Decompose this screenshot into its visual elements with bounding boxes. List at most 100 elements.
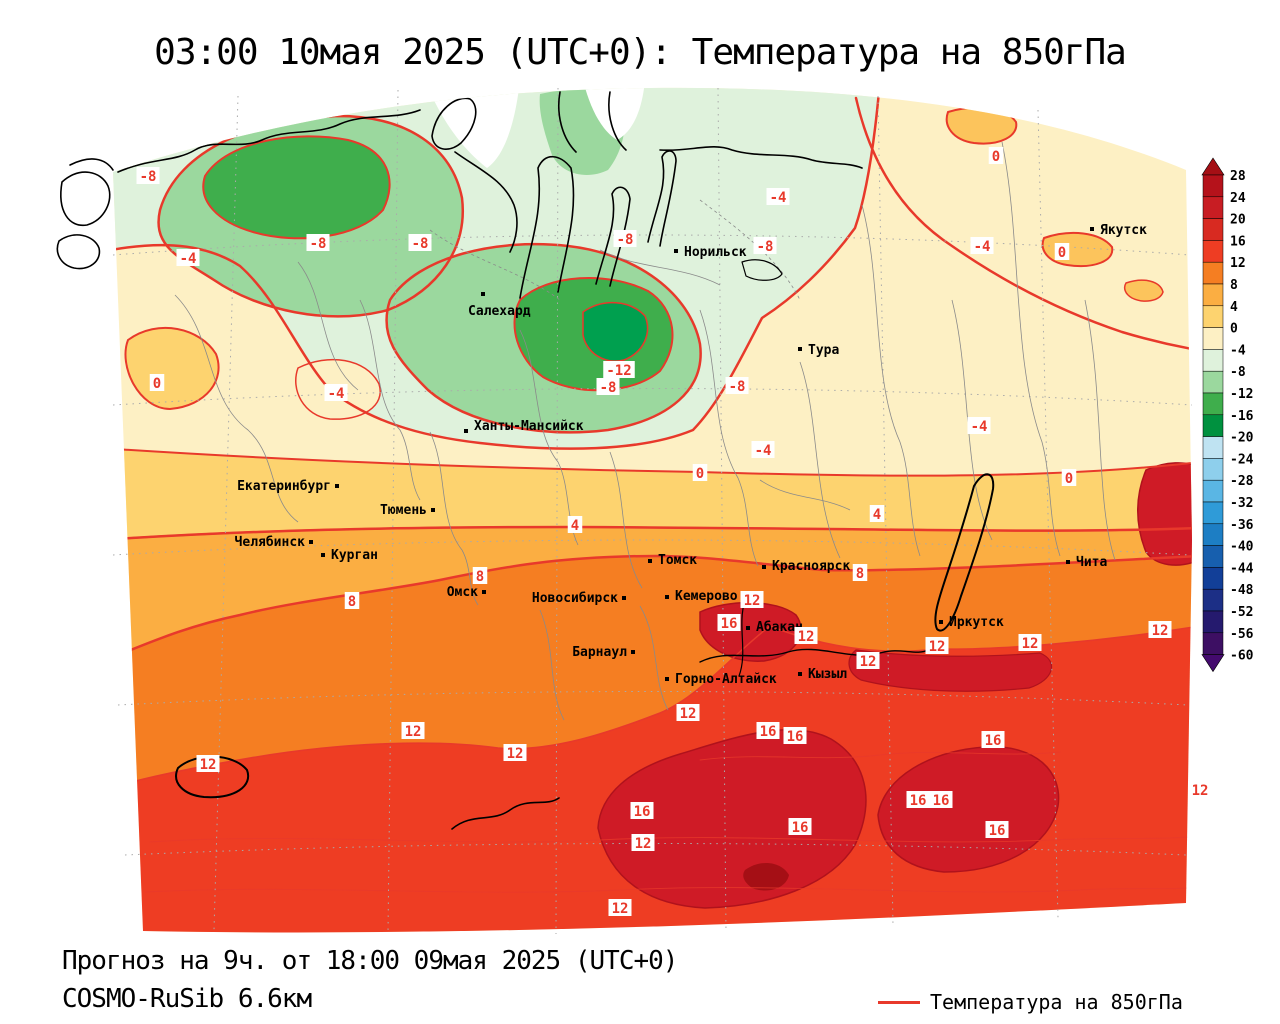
admin-borders-shape (861, 204, 921, 557)
contour-label: 12 (1152, 623, 1169, 639)
colorbar-tick: 24 (1230, 191, 1246, 206)
colorbar-tick: 12 (1230, 256, 1246, 271)
coastlines (56, 91, 995, 830)
colorbar-tick: -28 (1230, 474, 1254, 489)
city-label: Барнаул (572, 645, 627, 660)
contour-lines-shape (113, 87, 882, 450)
colorbar-band (1202, 588, 1224, 612)
admin-borders-shape (1001, 141, 1061, 557)
forecast-info: Прогноз на 9ч. от 18:00 09мая 2025 (UTC+… (62, 946, 678, 976)
colorbar-band (1202, 436, 1224, 459)
city-label: Кызыл (808, 667, 847, 682)
colorbar-tick: -16 (1230, 409, 1254, 424)
contour-label-box (981, 731, 1005, 748)
colorbar-band (1202, 458, 1224, 481)
colorbar-tick: 4 (1230, 300, 1238, 315)
colorbar-band (1202, 240, 1224, 263)
coastlines-shape (60, 171, 111, 227)
contour-label: 12 (405, 724, 422, 740)
contour-label-box (740, 591, 764, 608)
contour-label: -4 (180, 251, 197, 267)
city-label: Кемерово (675, 589, 738, 604)
colorbar-tick: -40 (1230, 540, 1254, 555)
contour-label: 0 (1058, 245, 1066, 261)
contour-label: 16 (985, 733, 1002, 749)
city-label: Чита (1076, 555, 1107, 570)
contour-label-box (149, 374, 165, 391)
contour-label: 12 (680, 706, 697, 722)
colorbar-tick: -52 (1230, 605, 1253, 620)
colorbar-band (1202, 196, 1224, 219)
city-label: Абакан (756, 620, 803, 635)
temperature-field-shape (583, 302, 648, 362)
coastlines-shape (659, 146, 863, 169)
colorbar-arrow-top (1201, 157, 1225, 176)
contour-label-box (306, 234, 330, 251)
contour-label: 12 (744, 593, 761, 609)
contour-label: 16 (792, 820, 809, 836)
city-marker (321, 553, 325, 557)
contour-label-box (788, 818, 812, 835)
city-label: Омск (447, 585, 478, 600)
contour-lines-shape (385, 242, 702, 434)
colorbar-band (1202, 370, 1224, 394)
colorbar-band (1202, 610, 1224, 634)
colorbar-tick: -8 (1230, 365, 1246, 380)
graticule-shape (717, 87, 727, 933)
colorbar-band (1202, 523, 1224, 546)
contour-label: -8 (600, 380, 617, 396)
contour-label: 12 (860, 654, 877, 670)
contour-label-box (869, 505, 885, 522)
colorbar-tick: -24 (1230, 452, 1254, 467)
colorbar-band (1202, 261, 1224, 285)
admin-borders-shape (297, 261, 359, 391)
contour-label-box (401, 722, 425, 739)
temperature-field-shape (743, 862, 789, 891)
admin-borders-shape (429, 229, 561, 301)
contour-label: 0 (153, 376, 161, 392)
colorbar-band (1202, 632, 1224, 655)
contour-label-box (967, 417, 991, 434)
colorbar-band (1202, 392, 1224, 416)
contour-lines-shape (113, 625, 1192, 791)
contour-label-box (856, 652, 880, 669)
colorbar-band (1202, 567, 1224, 590)
colorbar-band (1202, 545, 1224, 568)
contour-label: 8 (856, 566, 864, 582)
contour-label-box (1018, 634, 1042, 651)
colorbar-tick: 28 (1230, 169, 1246, 184)
contour-label: 12 (1192, 783, 1209, 799)
contour-label-box (756, 722, 780, 739)
colorbar-tick: -12 (1230, 387, 1253, 402)
temperature-field-shape (1137, 462, 1192, 566)
city-label: Тура (808, 343, 839, 358)
city-marker (648, 559, 652, 563)
contour-label-box (136, 167, 160, 184)
colorbar-tick: -56 (1230, 627, 1254, 642)
coastlines-shape (595, 186, 631, 287)
coastlines-shape (56, 234, 101, 270)
contour-label: -8 (412, 236, 429, 252)
admin-borders-shape (799, 361, 841, 559)
coastlines-shape (741, 259, 783, 281)
contour-lines-shape (854, 96, 1192, 351)
contour-label: -4 (328, 386, 345, 402)
contour-lines-shape (582, 301, 649, 362)
contour-label: 12 (929, 639, 946, 655)
contour-label-box (631, 834, 655, 851)
temperature-field-shape (425, 87, 520, 168)
contour-label-box (692, 464, 708, 481)
colorbar: 28 24 20 16 12 8 4 0 -4 -8 -12 -16 -20 -24 -28 -32 -36 -4… (1201, 157, 1254, 673)
contour-label-box (408, 234, 432, 251)
colorbar-tick: 16 (1230, 234, 1246, 249)
temperature-field-shape (113, 448, 1192, 540)
contour-label-box (176, 249, 200, 266)
graticule-shape (213, 95, 239, 931)
contour-label-box (344, 592, 360, 609)
contour-label-box (630, 802, 654, 819)
contour-lines-shape (202, 135, 391, 240)
colorbar-tick: -20 (1230, 431, 1254, 446)
contour-label-box (988, 147, 1004, 164)
city-marker (798, 672, 802, 676)
